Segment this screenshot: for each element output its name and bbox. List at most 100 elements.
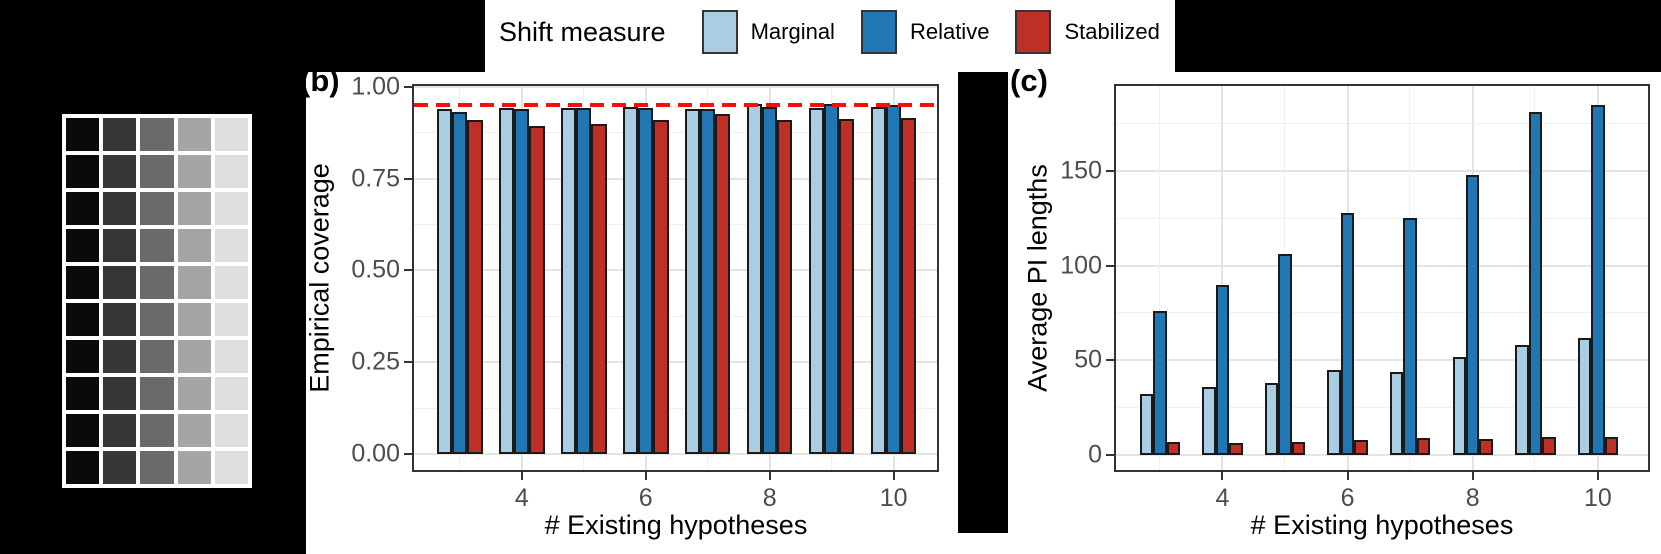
bar-stabilized: [901, 117, 917, 454]
bar-marginal: [622, 106, 639, 454]
bar-marginal: [1577, 337, 1592, 455]
y-gridline: [414, 361, 937, 364]
y-tick-label: 0.75: [351, 164, 400, 193]
grid-cell: [177, 266, 211, 299]
x-tick-mark: [1346, 472, 1349, 480]
bar-marginal: [1264, 382, 1279, 455]
y-tick-mark: [404, 361, 412, 364]
grid-cell: [177, 118, 211, 151]
bar-relative: [1466, 174, 1480, 455]
legend-label-marginal: Marginal: [750, 19, 835, 44]
grid-cell: [214, 303, 248, 336]
grid-cell: [214, 414, 248, 447]
y-tick-mark: [404, 269, 412, 272]
y-tick-label: 0: [1088, 440, 1102, 469]
grid-cell: [140, 377, 174, 410]
grid-cell: [103, 377, 137, 410]
bar-relative: [1278, 254, 1292, 455]
bar-marginal: [870, 106, 887, 454]
bar-relative: [700, 109, 716, 454]
grid-cell: [103, 303, 137, 336]
y-tick-mark: [404, 86, 412, 89]
bar-stabilized: [1291, 441, 1306, 455]
x-tick-label: 4: [514, 484, 529, 512]
x-tick-label: 10: [879, 484, 908, 512]
bar-relative: [1591, 104, 1605, 455]
bar-relative: [1340, 212, 1355, 455]
legend-label-stabilized: Stabilized: [1064, 19, 1160, 44]
grid-cell: [103, 451, 137, 484]
y-gridline: [1116, 453, 1648, 456]
grid-cell: [177, 192, 211, 225]
bar-relative: [1153, 311, 1167, 455]
legend-item-marginal: Marginal: [701, 10, 835, 54]
panel-b-label: (b): [300, 63, 340, 98]
y-gridline-minor: [414, 132, 937, 134]
grid-cell: [214, 377, 248, 410]
panel-c-pi-length-chart: (c) Average PI lengths # Existing hypoth…: [1010, 63, 1661, 554]
grid-cell: [103, 340, 137, 373]
charts-figure: (b) Empirical coverage # Existing hypoth…: [286, 63, 1661, 554]
shift-measure-legend: Shift measure Marginal Relative Stabiliz…: [485, 0, 1175, 72]
grid-cell: [214, 229, 248, 262]
x-tick-label: 8: [1465, 484, 1480, 512]
y-gridline: [414, 177, 937, 180]
y-tick-mark: [404, 452, 412, 455]
grid-cell: [103, 118, 137, 151]
panel-c-plot-area: [1114, 84, 1650, 472]
panel-c-x-axis-title: # Existing hypotheses: [1250, 510, 1514, 540]
grid-cell: [140, 451, 174, 484]
panel-b-plot-area: [412, 84, 939, 472]
bar-relative: [1403, 218, 1417, 455]
bar-marginal: [561, 108, 577, 454]
y-tick-label: 50: [1074, 345, 1102, 374]
y-gridline: [1116, 170, 1648, 173]
x-tick-label: 6: [1340, 484, 1355, 512]
bar-stabilized: [1416, 437, 1431, 455]
x-tick-mark: [1471, 472, 1474, 480]
grid-cell: [177, 451, 211, 484]
left-black-strip: [286, 72, 306, 554]
y-tick-mark: [404, 177, 412, 180]
grid-cell: [177, 303, 211, 336]
panel-b-coverage-chart: (b) Empirical coverage # Existing hypoth…: [286, 63, 954, 554]
y-tick-label: 1.00: [351, 72, 400, 101]
bar-stabilized: [467, 120, 483, 454]
y-gridline-minor: [1116, 217, 1648, 219]
legend-title: Shift measure: [499, 16, 666, 47]
panel-c-y-axis-title: Average PI lengths: [1022, 164, 1053, 392]
stabilized-color-swatch: [1015, 10, 1052, 54]
grid-cell: [103, 266, 137, 299]
x-tick-label: 4: [1215, 484, 1230, 512]
grayscale-grid-panel: [62, 114, 252, 488]
x-gridline: [1158, 86, 1160, 470]
marginal-color-swatch: [701, 10, 738, 54]
y-tick-mark: [1106, 264, 1114, 267]
grid-cell: [214, 451, 248, 484]
x-gridline: [1221, 86, 1224, 470]
grid-cell: [177, 229, 211, 262]
bar-relative: [452, 112, 468, 454]
x-tick-mark: [1596, 472, 1599, 480]
grid-cell: [140, 192, 174, 225]
panel-b-x-axis-title: # Existing hypotheses: [544, 510, 808, 540]
grid-cell: [66, 451, 100, 484]
bar-marginal: [1202, 386, 1216, 455]
panel-c-label: (c): [1010, 63, 1048, 98]
grid-cell: [66, 192, 100, 225]
y-tick-mark: [1106, 359, 1114, 362]
bar-marginal: [1139, 394, 1154, 455]
x-tick-label: 10: [1584, 484, 1612, 512]
y-gridline-minor: [414, 224, 937, 226]
bar-stabilized: [1166, 441, 1180, 455]
bar-stabilized: [591, 124, 607, 454]
grid-cell: [140, 118, 174, 151]
bar-relative: [638, 107, 654, 454]
y-tick-mark: [1106, 453, 1114, 456]
bar-stabilized: [1354, 439, 1368, 455]
y-gridline: [414, 452, 937, 455]
bar-marginal: [684, 109, 701, 454]
y-gridline-minor: [1116, 407, 1648, 409]
y-gridline-minor: [1116, 312, 1648, 314]
